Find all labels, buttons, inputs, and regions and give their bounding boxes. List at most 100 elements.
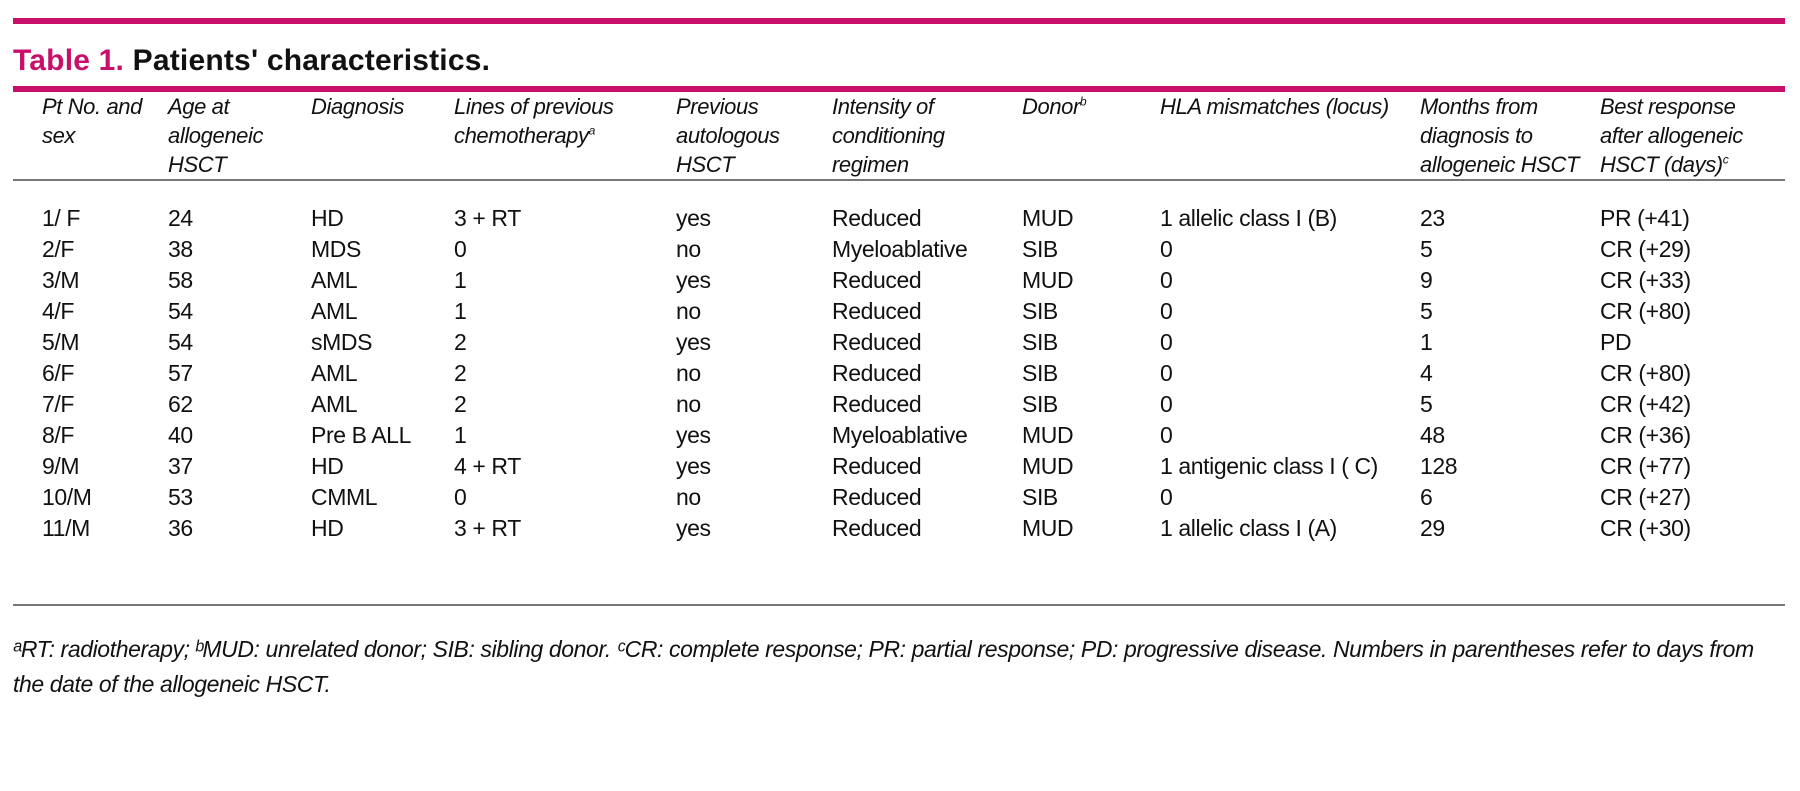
- cell-months: 4: [1420, 360, 1433, 386]
- cell-lines: 1: [454, 422, 467, 448]
- footnote-marker-b: b: [1079, 94, 1087, 109]
- cell-pt: 10/M: [42, 484, 92, 510]
- cell-months: 48: [1420, 422, 1445, 448]
- cell-response: CR (+30): [1600, 515, 1691, 541]
- column-header-best-response: Best response after allogeneic HSCT (day…: [1600, 92, 1785, 181]
- cell-donor: MUD: [1022, 422, 1074, 448]
- cell-months: 29: [1420, 515, 1445, 541]
- column-header-donor: Donorb: [1022, 92, 1160, 181]
- cell-months: 1: [1420, 329, 1433, 355]
- cell-diagnosis: HD: [311, 205, 344, 231]
- cell-response: CR (+36): [1600, 422, 1691, 448]
- cell-hla: 0: [1160, 391, 1173, 417]
- cell-age: 38: [168, 236, 193, 262]
- footnote-marker-c: c: [1722, 152, 1729, 167]
- cell-lines: 2: [454, 391, 467, 417]
- cell-donor: SIB: [1022, 484, 1058, 510]
- cell-autologous: no: [676, 484, 701, 510]
- table-row: 3/M 58 AML 1 yes Reduced MUD 0 9 CR (+33): [13, 265, 1785, 296]
- patients-table: Pt No. and sex Age at allogeneic HSCT Di…: [13, 92, 1785, 544]
- cell-hla: 0: [1160, 298, 1173, 324]
- cell-pt: 6/F: [42, 360, 75, 386]
- cell-pt: 9/M: [42, 453, 80, 479]
- cell-response: CR (+29): [1600, 236, 1691, 262]
- table-row: 2/F 38 MDS 0 no Myeloablative SIB 0 5 CR (+29): [13, 234, 1785, 265]
- cell-response: PR (+41): [1600, 205, 1690, 231]
- cell-age: 58: [168, 267, 193, 293]
- cell-intensity: Reduced: [832, 484, 922, 510]
- cell-pt: 5/M: [42, 329, 80, 355]
- cell-diagnosis: MDS: [311, 236, 361, 262]
- cell-pt: 3/M: [42, 267, 80, 293]
- cell-autologous: yes: [676, 422, 711, 448]
- cell-lines: 3 + RT: [454, 515, 521, 541]
- cell-hla: 0: [1160, 422, 1173, 448]
- cell-age: 40: [168, 422, 193, 448]
- cell-intensity: Myeloablative: [832, 422, 968, 448]
- cell-lines: 0: [454, 484, 467, 510]
- header-row: Pt No. and sex Age at allogeneic HSCT Di…: [13, 92, 1785, 181]
- cell-intensity: Reduced: [832, 515, 922, 541]
- cell-diagnosis: sMDS: [311, 329, 373, 355]
- cell-months: 5: [1420, 236, 1433, 262]
- cell-age: 36: [168, 515, 193, 541]
- cell-intensity: Myeloablative: [832, 236, 968, 262]
- table-row: 9/M 37 HD 4 + RT yes Reduced MUD 1 antigenic cl…: [13, 451, 1785, 482]
- cell-pt: 2/F: [42, 236, 75, 262]
- cell-age: 37: [168, 453, 193, 479]
- cell-hla: 0: [1160, 267, 1173, 293]
- cell-months: 5: [1420, 298, 1433, 324]
- cell-donor: SIB: [1022, 329, 1058, 355]
- cell-pt: 1/ F: [42, 205, 81, 231]
- cell-age: 53: [168, 484, 193, 510]
- cell-lines: 4 + RT: [454, 453, 521, 479]
- cell-intensity: Reduced: [832, 391, 922, 417]
- cell-lines: 1: [454, 267, 467, 293]
- cell-months: 5: [1420, 391, 1433, 417]
- cell-hla: 0: [1160, 236, 1173, 262]
- cell-diagnosis: AML: [311, 360, 358, 386]
- table-title-text: Patients' characteristics.: [132, 44, 491, 77]
- cell-age: 57: [168, 360, 193, 386]
- table-row: 8/F 40 Pre B ALL 1 yes Myeloablative MUD 0 48 CR …: [13, 420, 1785, 451]
- cell-hla: 0: [1160, 484, 1173, 510]
- cell-intensity: Reduced: [832, 329, 922, 355]
- cell-intensity: Reduced: [832, 298, 922, 324]
- cell-diagnosis: HD: [311, 453, 344, 479]
- cell-response: CR (+77): [1600, 453, 1691, 479]
- cell-months: 23: [1420, 205, 1445, 231]
- cell-lines: 1: [454, 298, 467, 324]
- cell-diagnosis: AML: [311, 267, 358, 293]
- cell-autologous: no: [676, 391, 701, 417]
- cell-months: 9: [1420, 267, 1433, 293]
- cell-diagnosis: HD: [311, 515, 344, 541]
- cell-diagnosis: AML: [311, 391, 358, 417]
- cell-months: 6: [1420, 484, 1433, 510]
- table-row: 4/F 54 AML 1 no Reduced SIB 0 5 CR (+80): [13, 296, 1785, 327]
- cell-pt: 11/M: [42, 515, 90, 541]
- table-number-label: Table 1.: [13, 44, 125, 77]
- column-header-lines-chemo: Lines of previous chemotherapya: [454, 92, 676, 181]
- cell-response: CR (+80): [1600, 360, 1691, 386]
- cell-months: 128: [1420, 453, 1458, 479]
- cell-intensity: Reduced: [832, 267, 922, 293]
- cell-autologous: yes: [676, 453, 711, 479]
- table-row: 6/F 57 AML 2 no Reduced SIB 0 4 CR (+80): [13, 358, 1785, 389]
- cell-pt: 7/F: [42, 391, 75, 417]
- cell-diagnosis: CMML: [311, 484, 378, 510]
- cell-donor: SIB: [1022, 360, 1058, 386]
- cell-lines: 2: [454, 360, 467, 386]
- cell-response: CR (+42): [1600, 391, 1691, 417]
- title-accent-rule: [13, 86, 1785, 92]
- footnote-marker-a: a: [588, 123, 596, 138]
- cell-autologous: yes: [676, 205, 711, 231]
- table-row: 5/M 54 sMDS 2 yes Reduced SIB 0 1 PD: [13, 327, 1785, 358]
- column-header-age: Age at allogeneic HSCT: [168, 92, 311, 181]
- cell-response: PD: [1600, 329, 1632, 355]
- cell-diagnosis: AML: [311, 298, 358, 324]
- column-header-conditioning: Intensity of conditioning regimen: [832, 92, 1022, 181]
- cell-age: 24: [168, 205, 193, 231]
- cell-donor: MUD: [1022, 267, 1074, 293]
- cell-response: CR (+80): [1600, 298, 1691, 324]
